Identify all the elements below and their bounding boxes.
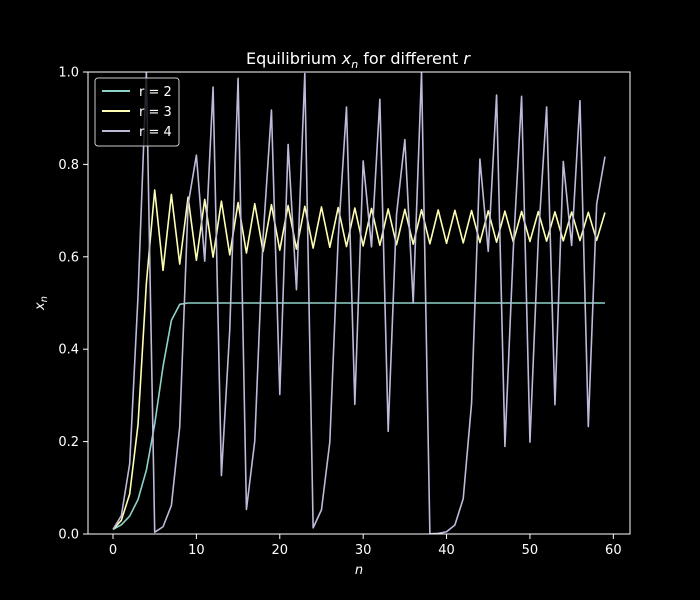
y-tick-label: 1.0 — [58, 66, 79, 81]
x-tick-label: 60 — [605, 543, 622, 558]
series-line-r-3 — [112, 189, 606, 530]
legend-label-r3: r = 3 — [139, 105, 172, 120]
legend: r = 2 r = 3 r = 4 — [94, 77, 180, 147]
x-tick-label: 30 — [355, 543, 372, 558]
x-tick-label: 20 — [272, 543, 289, 558]
y-tick-label: 0.0 — [58, 528, 79, 543]
x-tick-label: 50 — [522, 543, 539, 558]
y-tick-label: 0.2 — [58, 435, 79, 450]
y-tick-label: 0.4 — [58, 343, 79, 358]
chart-title: Equilibrium xn for different r — [246, 49, 471, 71]
y-tick-label: 0.6 — [58, 250, 79, 265]
series-line-r-4 — [112, 72, 606, 534]
y-tick-label: 0.8 — [58, 158, 79, 173]
legend-label-r4: r = 4 — [139, 125, 172, 140]
legend-frame — [94, 77, 180, 147]
x-axis-label: n — [355, 563, 363, 578]
x-tick-label: 0 — [109, 543, 117, 558]
plot-area-frame — [87, 71, 631, 535]
x-tick-label: 40 — [438, 543, 455, 558]
y-axis-label: xn — [33, 296, 50, 311]
x-tick-label: 10 — [188, 543, 205, 558]
legend-label-r2: r = 2 — [139, 85, 172, 100]
